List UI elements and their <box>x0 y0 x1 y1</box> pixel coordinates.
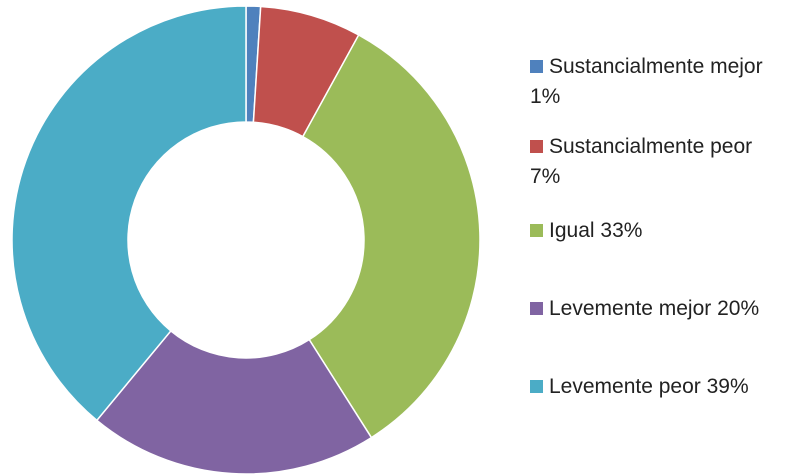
legend-swatch <box>530 380 543 393</box>
legend-label: Levemente peor <box>549 375 701 398</box>
legend-swatch <box>530 224 543 237</box>
legend-swatch <box>530 140 543 153</box>
legend-entry: Sustancialmente peor 7% <box>530 132 785 192</box>
legend-label: Levemente mejor <box>549 297 712 320</box>
legend-value: 33% <box>600 219 643 242</box>
legend-label: Igual <box>549 219 595 242</box>
donut-slice <box>95 329 373 475</box>
legend-value: 1% <box>530 85 561 108</box>
legend-value: 20% <box>717 297 760 320</box>
legend-swatch <box>530 60 543 73</box>
legend-entry: Levemente mejor 20% <box>530 294 785 324</box>
legend-entry: Igual 33% <box>530 216 785 246</box>
legend-swatch <box>530 302 543 315</box>
legend-value: 7% <box>530 165 561 188</box>
legend-entry: Levemente peor 39% <box>530 372 785 402</box>
legend-entry: Sustancialmente mejor 1% <box>530 52 785 112</box>
donut-slice <box>301 33 481 439</box>
legend-label: Sustancialmente peor <box>549 135 753 158</box>
legend-label: Sustancialmente mejor <box>549 55 763 78</box>
donut-slice <box>11 5 247 422</box>
legend-value: 39% <box>706 375 749 398</box>
